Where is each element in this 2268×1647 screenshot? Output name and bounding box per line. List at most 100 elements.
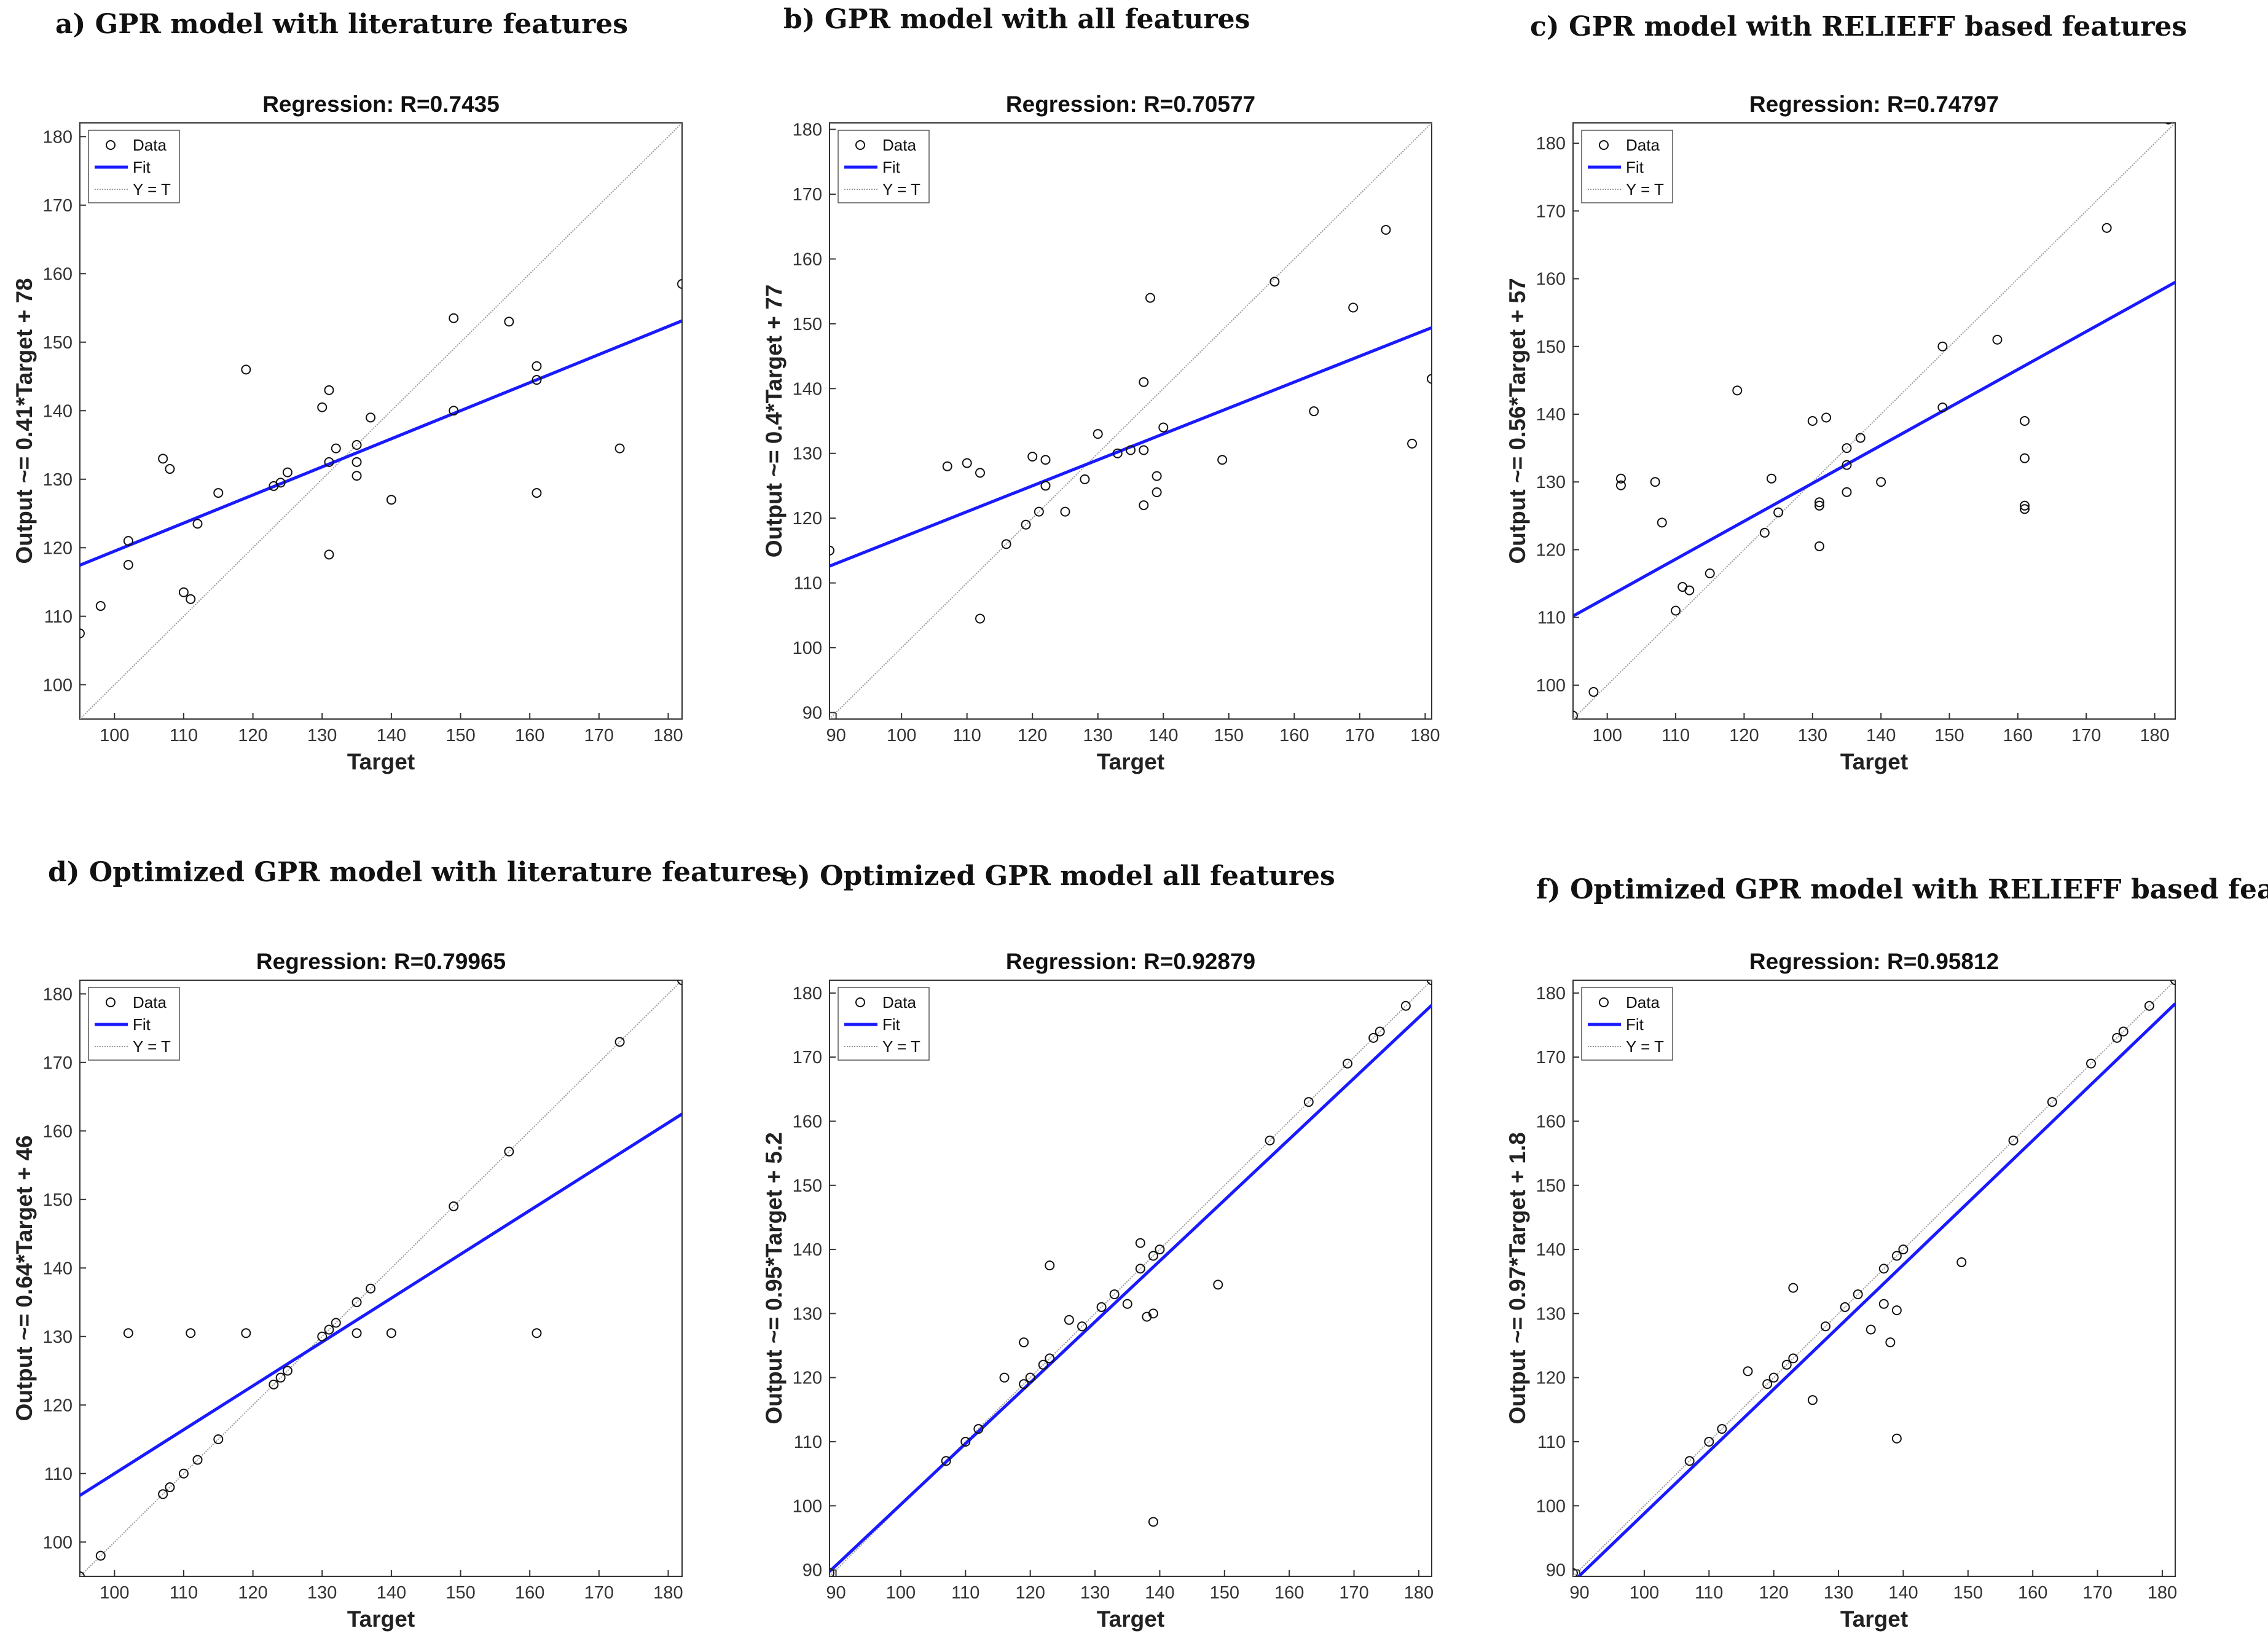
chart-4-ytick-label-90: 90 (802, 1561, 822, 1581)
chart-4-title: Regression: R=0.92879 (1006, 949, 1255, 974)
chart-2-data-point-13 (1773, 507, 1784, 517)
chart-0-xtick-label-180: 180 (653, 726, 683, 745)
chart-1-data-point-6 (1021, 519, 1031, 530)
chart-3-data-point-12 (282, 1366, 292, 1376)
chart-3-legend-identity-label: Y = T (133, 1037, 171, 1056)
chart-1-data-point-28 (1407, 438, 1418, 449)
chart-3-xtick-label-150: 150 (445, 1583, 475, 1603)
chart-1-data-point-24 (1269, 277, 1280, 287)
chart-4-data-point-1 (941, 1456, 951, 1466)
chart-3-legend-data-marker (106, 997, 116, 1007)
chart-0-data-point-30 (614, 443, 625, 454)
chart-0-data-point-25 (449, 406, 459, 416)
chart-5-identity-line (1573, 980, 2175, 1576)
chart-4-data-point-27 (1368, 1032, 1379, 1043)
chart-1-data-point-16 (1139, 377, 1149, 387)
chart-0-data-point-12 (275, 478, 286, 488)
chart-0-legend: Data Fit Y = T (88, 130, 180, 203)
chart-1-ytick-label-120: 120 (793, 509, 822, 529)
panel-title-f: f) Optimized GPR model with RELIEFF base… (1536, 874, 2268, 905)
chart-0-data-point-14 (317, 402, 328, 412)
chart-3-data-point-1 (95, 1551, 106, 1561)
chart-0-data-point-28 (532, 375, 542, 385)
chart-2-xtick-label-120: 120 (1729, 726, 1759, 745)
chart-1-data-point-18 (1139, 500, 1149, 511)
chart-2-data-point-17 (1814, 541, 1824, 551)
chart-1-data-point-27 (1381, 224, 1391, 235)
chart-4-legend: Data Fit Y = T (838, 987, 930, 1061)
chart-4-data-point-28 (1375, 1026, 1385, 1037)
chart-5-axes-box (1572, 980, 2176, 1577)
chart-3-ytick-label-180: 180 (43, 985, 73, 1004)
chart-0-data-point-3 (123, 536, 133, 546)
chart-1-legend-data-label: Data (882, 136, 916, 154)
chart-5-legend-data-marker (1599, 997, 1609, 1007)
chart-0-data-point-7 (186, 594, 196, 604)
chart-3-ytick-label-110: 110 (44, 1464, 73, 1484)
chart-1-data-point-0 (830, 545, 834, 556)
chart-2-data-point-28 (2020, 453, 2030, 463)
chart-2-plot-area (1573, 123, 2175, 719)
chart-3-data-point-5 (178, 1468, 189, 1479)
chart-1-ytick-label-160: 160 (793, 250, 822, 269)
chart-0-xtick-label-170: 170 (584, 726, 614, 745)
chart-0-xtick-label-110: 110 (170, 726, 198, 745)
chart-5-xtick-label-120: 120 (1759, 1583, 1788, 1603)
chart-2-ytick-label-170: 170 (1536, 202, 1566, 221)
chart-1-xtick-label-160: 160 (1279, 726, 1309, 745)
chart-5-data-point-1 (1684, 1456, 1695, 1466)
chart-2-data-point-29 (2020, 500, 2030, 511)
chart-5-data-point-14 (1866, 1324, 1876, 1335)
chart-1-data-point-2 (962, 458, 972, 468)
chart-2-data-point-21 (1842, 487, 1852, 497)
chart-4-data-point-10 (1045, 1260, 1055, 1271)
chart-2-data-point-23 (1876, 477, 1886, 487)
chart-1-data-point-10 (1040, 455, 1051, 465)
chart-4-xtick-label-120: 120 (1015, 1583, 1045, 1603)
chart-3-xtick-label-140: 140 (377, 1583, 406, 1603)
chart-3-data-point-15 (331, 1318, 341, 1328)
chart-0-data-point-24 (449, 313, 459, 323)
chart-2-xlabel: Target (1840, 749, 1908, 774)
chart-4-xtick-label-180: 180 (1404, 1583, 1434, 1603)
chart-4-ytick-label-100: 100 (793, 1496, 822, 1516)
regression-plot-b: Regression: R=0.70577 90 100 110 120 130 140 15… (761, 92, 1440, 774)
chart-0-data-point-29 (532, 488, 542, 498)
chart-2-data-point-6 (1671, 605, 1681, 616)
chart-0-data-point-6 (178, 587, 189, 597)
chart-5-plot-area (1573, 980, 2175, 1576)
chart-2-ytick-label-140: 140 (1536, 405, 1566, 425)
chart-1-ylabel: Output ~= 0.4*Target + 77 (761, 285, 787, 558)
chart-1-data-point-14 (1112, 448, 1123, 458)
chart-5-ytick-label-150: 150 (1536, 1176, 1566, 1196)
chart-3-xtick-label-180: 180 (653, 1583, 683, 1603)
regression-plot-f: Regression: R=0.95812 90 100 110 120 130 140 15… (1505, 949, 2177, 1632)
chart-1-axes-box (829, 122, 1432, 720)
chart-3-axes-box (79, 980, 683, 1577)
chart-5-ytick-label-170: 170 (1536, 1048, 1566, 1067)
chart-2-identity-line (1573, 123, 2175, 719)
chart-0-legend-fit-label: Fit (133, 158, 151, 176)
regression-plot-d: Regression: R=0.79965 100 110 120 130 140 150 1… (12, 949, 683, 1632)
chart-4-data-point-19 (1148, 1308, 1158, 1319)
chart-4-xtick-label-100: 100 (886, 1583, 916, 1603)
chart-2-data-point-12 (1766, 473, 1776, 484)
chart-2-data-point-31 (2101, 222, 2112, 233)
chart-0-data-point-31 (677, 279, 682, 289)
chart-0-ytick-label-180: 180 (43, 127, 73, 147)
chart-4-axes-box (829, 980, 1432, 1577)
chart-0-xtick-label-120: 120 (238, 726, 267, 745)
chart-4-data-point-6 (1019, 1337, 1029, 1348)
chart-4-data-point-20 (1148, 1251, 1158, 1261)
chart-4-data-point-23 (1213, 1279, 1223, 1290)
chart-4-data-point-25 (1303, 1097, 1314, 1107)
chart-1-data-point-25 (1309, 406, 1319, 417)
chart-2-data-point-32 (2165, 123, 2172, 125)
chart-2-legend-data-marker (1599, 140, 1609, 150)
chart-3-ytick-label-100: 100 (43, 1533, 73, 1552)
chart-1-ytick-label-100: 100 (793, 639, 822, 658)
chart-1-xtick-label-140: 140 (1148, 726, 1178, 745)
chart-2-data-point-27 (2020, 416, 2030, 426)
chart-0-data-point-9 (213, 488, 224, 498)
chart-2-data-point-16 (1814, 500, 1824, 511)
